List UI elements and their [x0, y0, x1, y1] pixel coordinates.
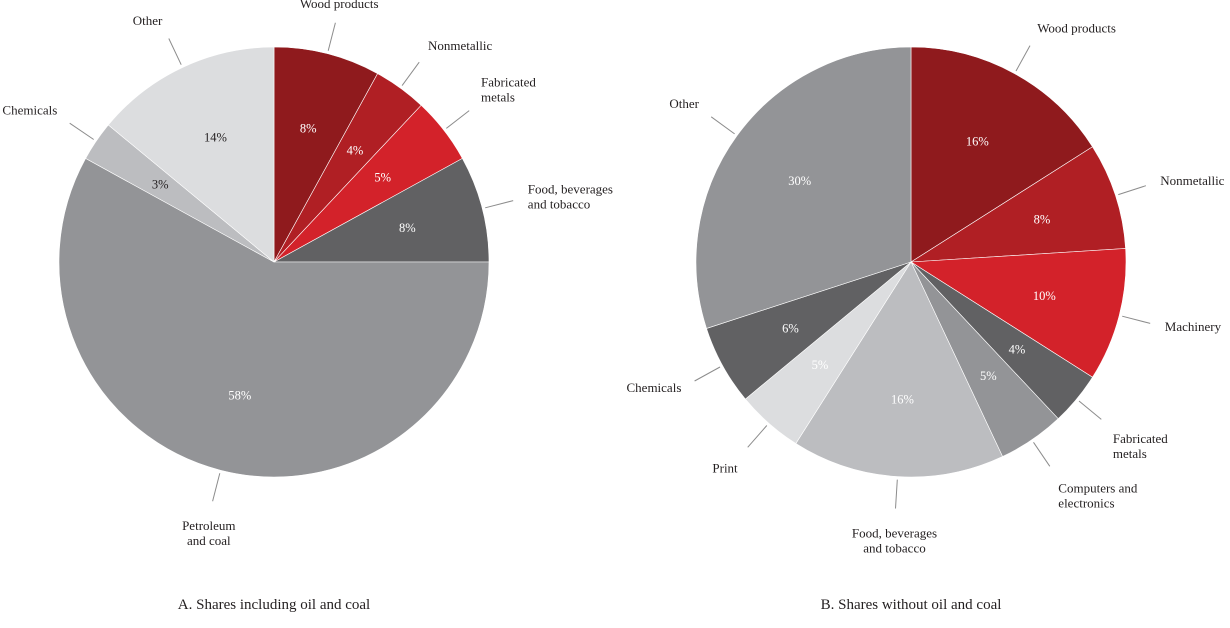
pie-slice-nonmetallic [910, 146, 1126, 263]
category-label-fabricated-metals: Fabricated metals [1113, 431, 1168, 461]
leader-line-other [710, 116, 735, 135]
category-label-other: Other [133, 13, 163, 28]
pct-label-fabricated-metals: 4% [1009, 343, 1026, 357]
pie-slice-wood-products [273, 46, 378, 263]
pct-label-other: 14% [204, 131, 227, 145]
leader-line-machinery [1122, 315, 1151, 324]
category-label-wood-products: Wood products [1037, 20, 1116, 35]
pct-label-nonmetallic: 8% [1034, 213, 1051, 227]
category-label-chemicals: Chemicals [2, 103, 57, 118]
pie-slice-machinery [910, 248, 1127, 378]
pct-label-chemicals: 3% [152, 178, 169, 192]
leader-line-computers-and-electronics [1033, 442, 1051, 467]
leader-line-nonmetallic [1118, 185, 1147, 196]
leader-line-fabricated-metals [445, 110, 470, 129]
pie-chart-a: 8% Wood products 4% Nonmetallic 5% Fabricated… [2, 0, 613, 548]
leader-line-petroleum-and-coal [212, 473, 221, 502]
pct-label-nonmetallic: 4% [347, 144, 364, 158]
pct-label-food-beverages-and-tobacco: 16% [891, 392, 914, 406]
pie-slice-food-beverages-and-tobacco [273, 158, 490, 263]
chart-a-caption: A. Shares including oil and coal [178, 597, 370, 613]
leader-line-other [168, 38, 182, 65]
leader-line-chemicals [694, 366, 721, 382]
pct-label-wood-products: 16% [966, 134, 989, 148]
leader-line-nonmetallic [401, 61, 420, 86]
category-label-machinery: Machinery [1165, 319, 1222, 334]
pie-slice-other [695, 46, 912, 329]
leader-line-print [747, 425, 768, 448]
pct-label-other: 30% [788, 174, 811, 188]
pie-chart-b: 16% Wood products 8% Nonmetallic 10% Machiner… [627, 20, 1225, 555]
pct-label-computers-and-electronics: 5% [980, 369, 997, 383]
pct-label-chemicals: 6% [782, 321, 799, 335]
pct-label-wood-products: 8% [300, 122, 317, 136]
pie-slice-food-beverages-and-tobacco [795, 261, 1003, 478]
leader-line-food-beverages-and-tobacco [485, 200, 514, 209]
pie-slice-petroleum-and-coal [58, 158, 490, 478]
category-label-chemicals: Chemicals [627, 380, 682, 395]
category-label-petroleum-and-coal: Petroleum and coal [182, 518, 235, 548]
category-label-nonmetallic: Nonmetallic [1160, 173, 1224, 188]
pct-label-petroleum-and-coal: 58% [228, 388, 251, 402]
category-label-food-beverages-and-tobacco: Food, beverages and tobacco [852, 526, 937, 556]
pie-slice-wood-products [910, 46, 1093, 263]
category-label-nonmetallic: Nonmetallic [428, 38, 492, 53]
leader-line-food-beverages-and-tobacco [895, 479, 898, 509]
category-label-print: Print [712, 461, 738, 476]
category-label-other: Other [669, 96, 699, 111]
category-label-wood-products: Wood products [300, 0, 379, 11]
leader-line-wood-products [327, 22, 336, 51]
leader-line-chemicals [69, 122, 94, 140]
pct-label-print: 5% [812, 358, 829, 372]
chart-b-caption: B. Shares without oil and coal [821, 597, 1002, 613]
leader-line-wood-products [1015, 45, 1031, 72]
pct-label-fabricated-metals: 5% [374, 171, 391, 185]
category-label-fabricated-metals: Fabricated metals [481, 74, 536, 104]
pie-slice-other [107, 46, 275, 263]
pct-label-machinery: 10% [1033, 289, 1056, 303]
category-label-food-beverages-and-tobacco: Food, beverages and tobacco [528, 181, 613, 211]
category-label-computers-and-electronics: Computers and electronics [1058, 481, 1138, 511]
leader-line-fabricated-metals [1078, 400, 1102, 420]
pct-label-food-beverages-and-tobacco: 8% [399, 221, 416, 235]
